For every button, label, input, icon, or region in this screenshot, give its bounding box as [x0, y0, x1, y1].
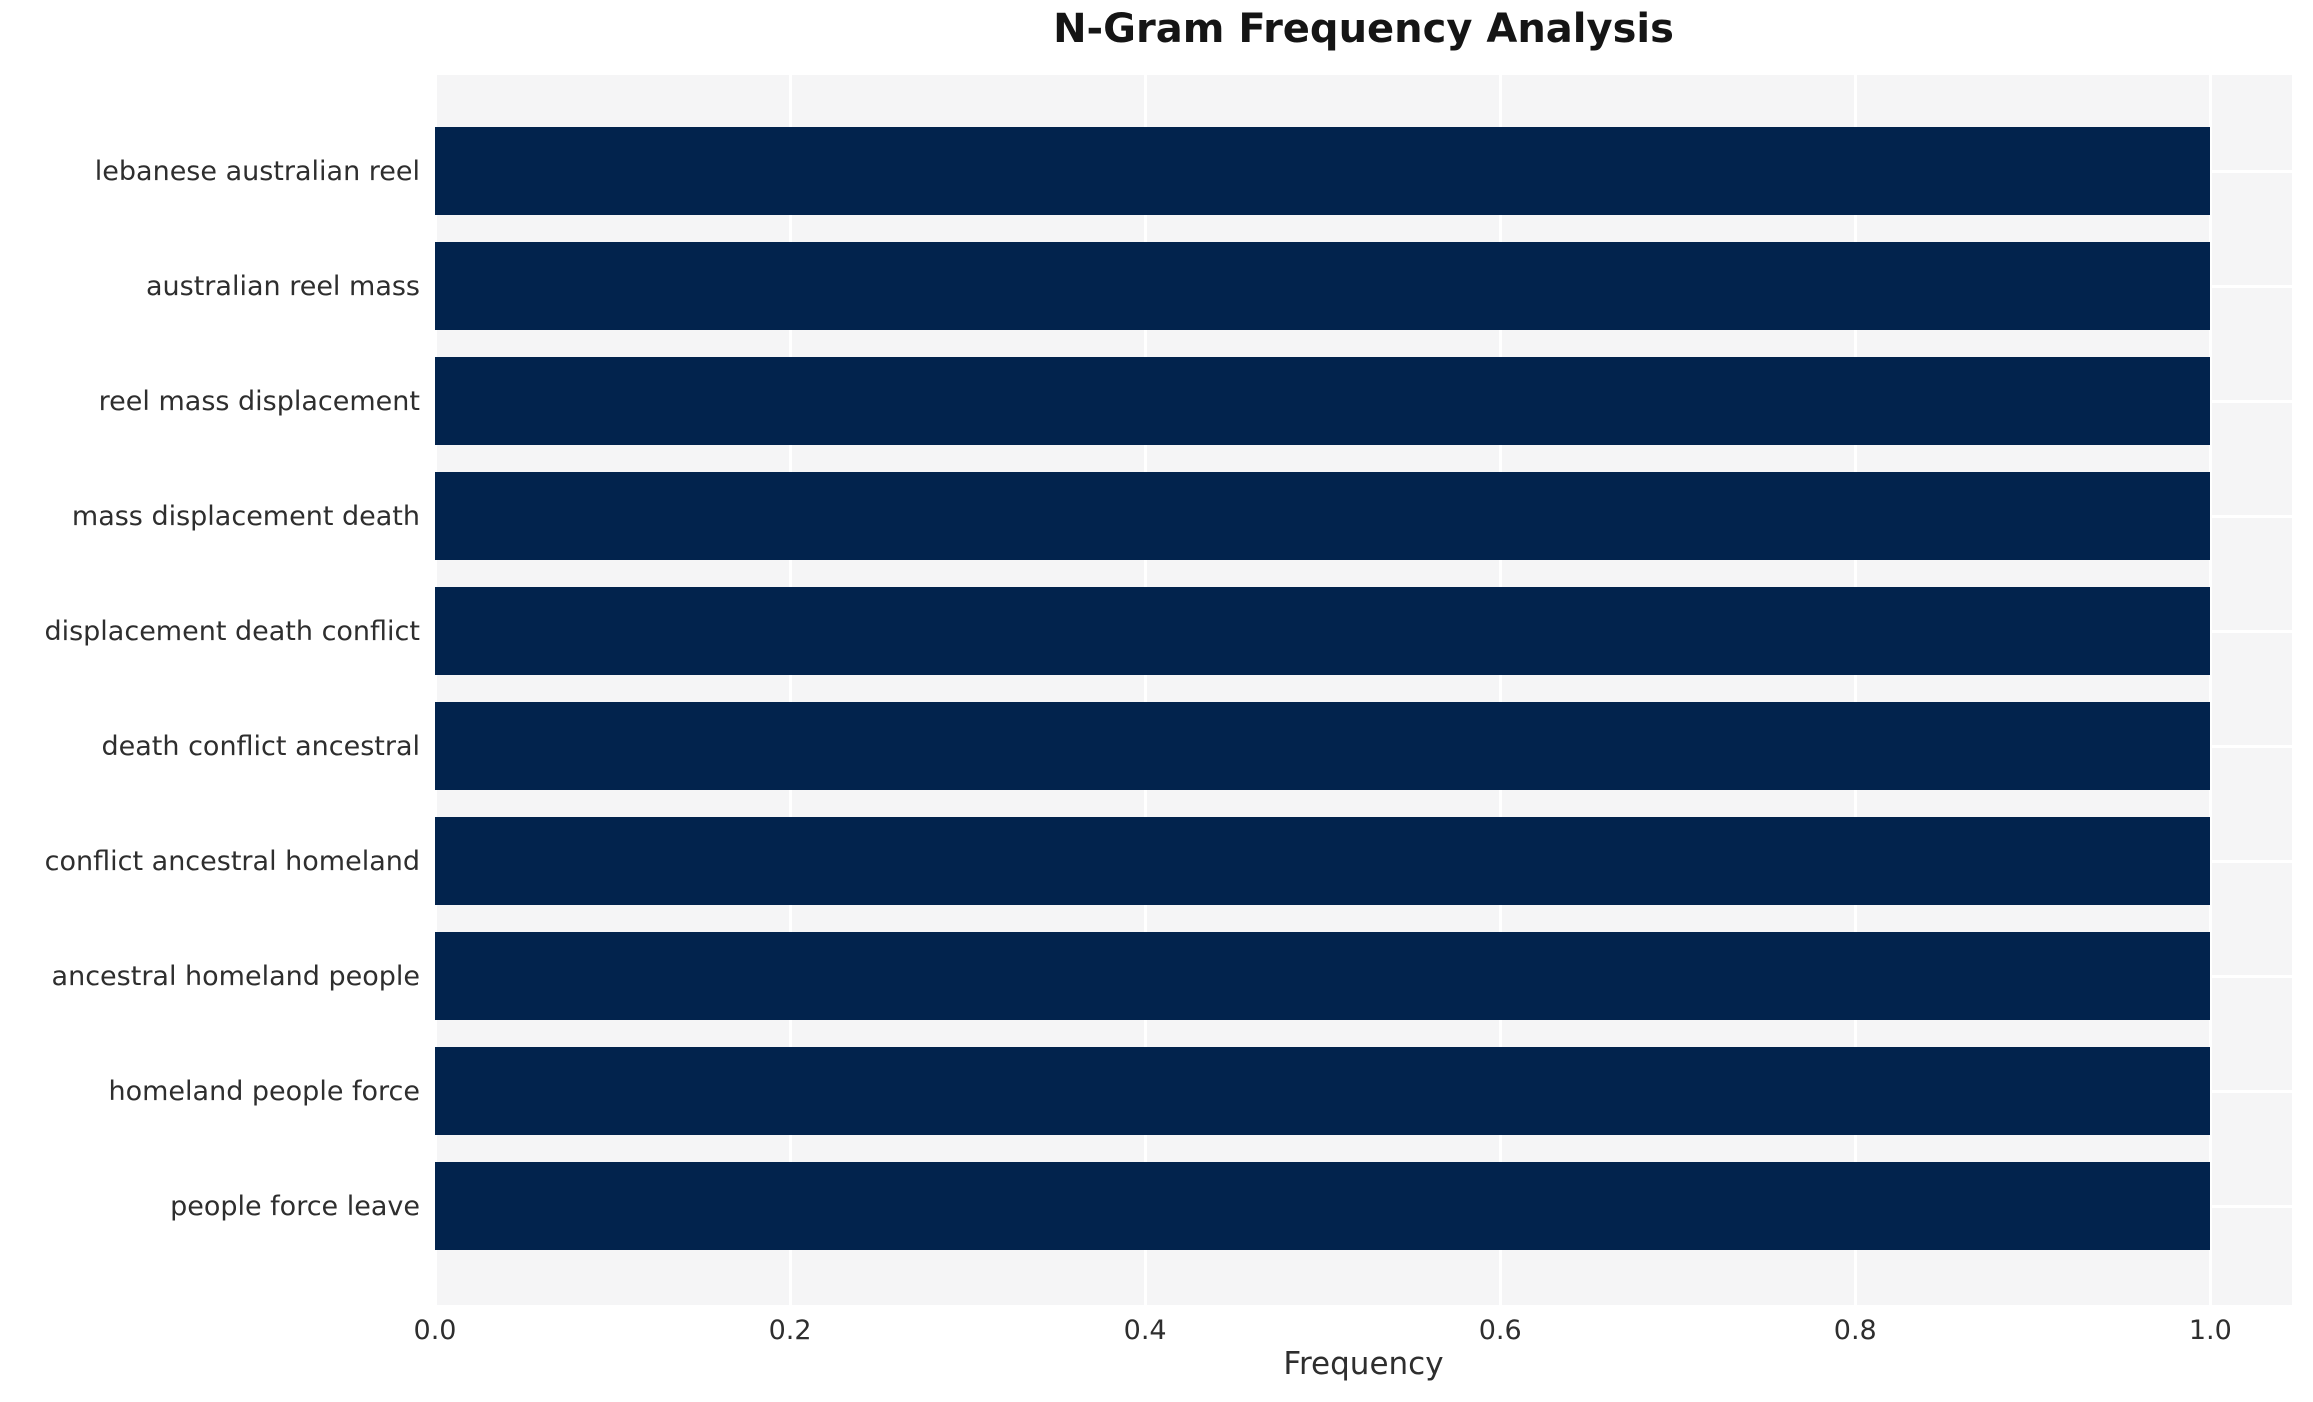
bar	[435, 1162, 2211, 1250]
category-label: death conflict ancestral	[101, 730, 421, 762]
vertical-gridline	[2208, 75, 2212, 1305]
category-label: conflict ancestral homeland	[44, 845, 420, 877]
bar	[435, 242, 2211, 330]
x-tick-label: 0.0	[413, 1315, 457, 1346]
plot-area	[433, 75, 2292, 1305]
bar	[435, 817, 2211, 905]
x-tick-label: 0.2	[768, 1315, 812, 1346]
category-label: reel mass displacement	[98, 385, 420, 417]
category-label: displacement death conflict	[44, 615, 420, 647]
bar	[435, 357, 2211, 445]
vertical-gridline	[1143, 75, 1147, 1305]
bar	[435, 932, 2211, 1020]
x-tick-label: 0.8	[1833, 1315, 1877, 1346]
category-label: homeland people force	[108, 1075, 420, 1107]
vertical-gridline	[788, 75, 792, 1305]
bar	[435, 127, 2211, 215]
category-label: mass displacement death	[71, 500, 420, 532]
category-label: ancestral homeland people	[51, 960, 420, 992]
bar	[435, 1047, 2211, 1135]
category-label: lebanese australian reel	[94, 155, 420, 187]
y-axis-labels: lebanese australian reel australian reel …	[0, 75, 420, 1305]
vertical-gridline	[1853, 75, 1857, 1305]
category-label: people force leave	[170, 1190, 420, 1222]
chart-title: N-Gram Frequency Analysis	[1053, 6, 1674, 52]
x-axis-ticks: 0.0 0.2 0.4 0.6 0.8 1.0	[414, 1305, 2292, 1349]
x-axis-label: Frequency	[1283, 1346, 1444, 1382]
bar	[435, 472, 2211, 560]
bar	[435, 702, 2211, 790]
bar	[435, 587, 2211, 675]
x-tick-label: 0.4	[1123, 1315, 1167, 1346]
x-tick-label: 0.6	[1478, 1315, 1522, 1346]
category-label: australian reel mass	[146, 270, 420, 302]
x-tick-label: 1.0	[2188, 1315, 2232, 1346]
vertical-gridline	[433, 75, 437, 1305]
vertical-gridline	[1498, 75, 1502, 1305]
